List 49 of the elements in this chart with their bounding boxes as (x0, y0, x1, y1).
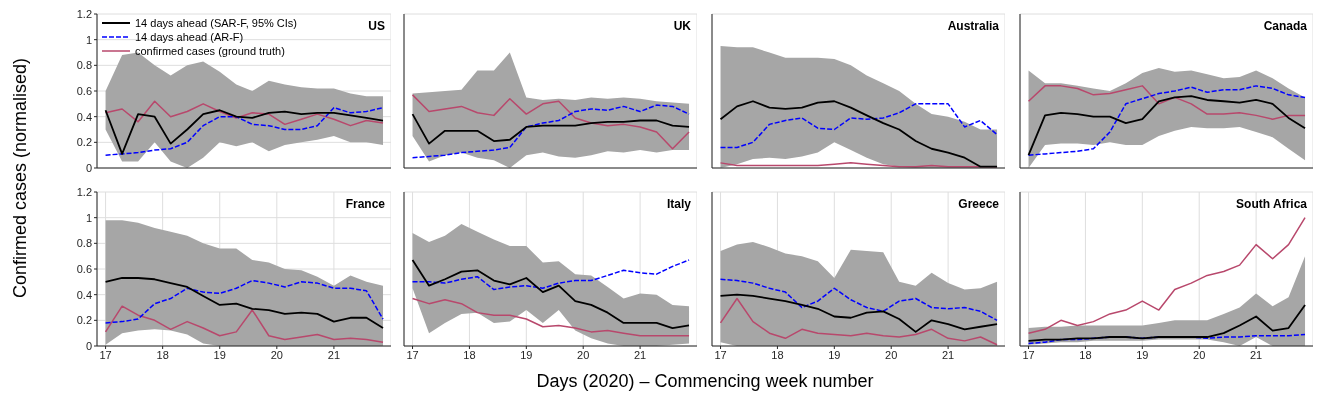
y-tick-label: 1.2 (76, 7, 92, 20)
x-tick-label: 17 (714, 348, 727, 361)
chart-title: South Africa (1236, 197, 1307, 211)
chart-title: Italy (666, 197, 691, 211)
chart-title: Greece (958, 197, 999, 211)
x-tick-label: 19 (828, 348, 841, 361)
chart-title: UK (673, 19, 691, 33)
y-tick-label: 1 (85, 211, 92, 224)
x-tick-label: 17 (1022, 348, 1035, 361)
y-tick-label: 1 (85, 33, 92, 46)
chart-title: France (345, 197, 385, 211)
x-tick-label: 19 (520, 348, 533, 361)
y-tick-label: 0.4 (76, 288, 92, 301)
y-tick-label: 0.2 (76, 314, 92, 327)
x-tick-label: 19 (1136, 348, 1149, 361)
y-tick-label: 0.6 (76, 84, 92, 97)
line-series (104, 100, 384, 127)
x-tick-label: 18 (771, 348, 784, 361)
x-axis-title: Days (2020) – Commencing week number (536, 371, 874, 392)
x-tick-label: 19 (213, 348, 226, 361)
x-tick-label: 21 (1249, 348, 1263, 361)
x-tick-label: 20 (577, 348, 590, 361)
chart-title: US (368, 19, 385, 33)
y-tick-label: 0.4 (76, 110, 92, 123)
x-tick-label: 21 (941, 348, 955, 361)
x-tick-label: 18 (463, 348, 476, 361)
y-tick-label: 0.8 (76, 237, 92, 250)
y-tick-label: 0 (85, 161, 92, 174)
legend-label: 14 days ahead (SAR-F, 95% CIs) (135, 16, 298, 30)
line-series (104, 305, 384, 343)
y-tick-label: 1.2 (76, 185, 92, 198)
y-tick-label: 0.8 (76, 59, 92, 72)
x-tick-label: 17 (99, 348, 112, 361)
chart-title: Canada (1263, 19, 1307, 33)
x-tick-label: 20 (885, 348, 898, 361)
legend-label: confirmed cases (ground truth) (135, 44, 285, 58)
x-tick-label: 18 (1079, 348, 1092, 361)
x-tick-label: 17 (406, 348, 419, 361)
legend-label: 14 days ahead (AR-F) (135, 30, 244, 44)
y-tick-label: 0.2 (76, 136, 92, 149)
x-tick-label: 20 (270, 348, 283, 361)
y-tick-label: 0.6 (76, 262, 92, 275)
x-tick-label: 18 (156, 348, 169, 361)
x-tick-label: 21 (327, 348, 341, 361)
y-tick-label: 0 (85, 339, 92, 352)
x-tick-label: 21 (633, 348, 647, 361)
chart-title: Australia (947, 19, 999, 33)
y-axis-title: Confirmed cases (normalised) (9, 57, 31, 299)
x-tick-label: 20 (1193, 348, 1206, 361)
